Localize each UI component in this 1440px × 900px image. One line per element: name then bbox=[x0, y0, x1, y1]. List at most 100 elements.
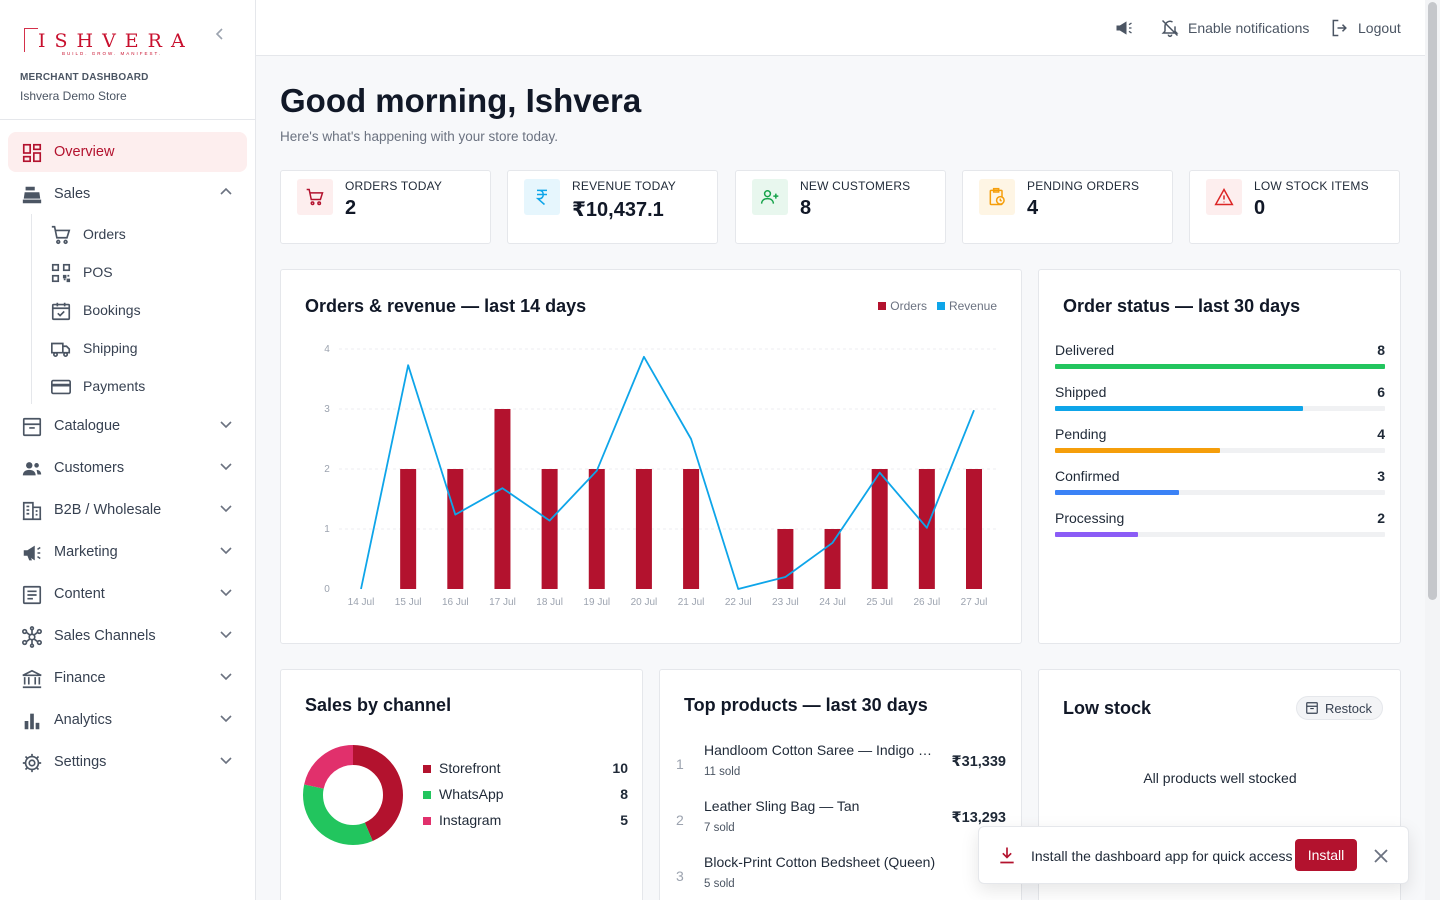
sidebar-item-label: Sales Channels bbox=[54, 628, 156, 644]
close-icon[interactable] bbox=[1371, 846, 1391, 866]
sidebar-item-finance[interactable]: Finance bbox=[8, 658, 247, 698]
dashboard-icon bbox=[22, 143, 42, 163]
sidebar-item-shipping[interactable]: Shipping bbox=[48, 332, 247, 366]
sidebar-item-content[interactable]: Content bbox=[8, 574, 247, 614]
status-row-confirmed[interactable]: Confirmed 3 bbox=[1055, 468, 1385, 508]
channel-row-whatsapp[interactable]: WhatsApp 8 bbox=[423, 786, 628, 808]
top-product-row[interactable]: 1 Handloom Cotton Saree — Indigo We… 11 so… bbox=[676, 742, 1006, 792]
cart-icon bbox=[306, 188, 324, 206]
chart-gridlines bbox=[339, 348, 997, 530]
stat-card-revenue-today[interactable]: REVENUE TODAY ₹10,437.1 bbox=[507, 170, 718, 244]
orders-bar[interactable] bbox=[683, 469, 700, 589]
stat-card-pending-orders[interactable]: PENDING ORDERS 4 bbox=[962, 170, 1173, 244]
status-count: 6 bbox=[1377, 384, 1385, 400]
donut-slice-instagram[interactable] bbox=[303, 745, 403, 845]
sidebar-item-analytics[interactable]: Analytics bbox=[8, 700, 247, 740]
orders-bar[interactable] bbox=[588, 469, 605, 589]
sidebar-item-settings[interactable]: Settings bbox=[8, 742, 247, 782]
sidebar-item-bookings[interactable]: Bookings bbox=[48, 294, 247, 328]
channel-row-storefront[interactable]: Storefront 10 bbox=[423, 760, 628, 782]
brand-logo[interactable]: ISHVERA BUILD. GROW. MANIFEST. bbox=[20, 26, 185, 60]
orders-bar[interactable] bbox=[777, 529, 794, 589]
sidebar-item-overview[interactable]: Overview bbox=[8, 132, 247, 172]
revenue-line[interactable] bbox=[360, 355, 975, 590]
enable-notifications-button[interactable]: Enable notifications bbox=[1160, 16, 1309, 40]
stat-label: REVENUE TODAY bbox=[572, 179, 676, 193]
channel-donut-chart bbox=[303, 745, 403, 845]
top-products-card: Top products — last 30 days 1 Handloom Co… bbox=[659, 669, 1022, 900]
orders-bar[interactable] bbox=[635, 469, 652, 589]
legend-swatch bbox=[936, 302, 945, 310]
x-tick-label: 25 Jul bbox=[866, 597, 893, 608]
channel-row-instagram[interactable]: Instagram 5 bbox=[423, 812, 628, 834]
status-row-shipped[interactable]: Shipped 6 bbox=[1055, 384, 1385, 424]
stat-card-new-customers[interactable]: NEW CUSTOMERS 8 bbox=[735, 170, 946, 244]
stat-label: NEW CUSTOMERS bbox=[800, 179, 911, 193]
orders-bar[interactable] bbox=[400, 469, 417, 589]
low-stock-empty-message: All products well stocked bbox=[1143, 770, 1297, 786]
orders-bar[interactable] bbox=[871, 469, 888, 589]
sidebar-item-label: Settings bbox=[54, 754, 107, 770]
building-icon bbox=[22, 501, 42, 521]
collapse-sidebar-button[interactable] bbox=[210, 24, 230, 44]
sidebar-item-payments[interactable]: Payments bbox=[48, 370, 247, 404]
stat-card-orders-today[interactable]: ORDERS TODAY 2 bbox=[280, 170, 491, 244]
x-tick-label: 21 Jul bbox=[678, 597, 705, 608]
chart-title: Orders & revenue — last 14 days bbox=[305, 296, 587, 316]
sidebar-item-customers[interactable]: Customers bbox=[8, 448, 247, 488]
legend-item-revenue[interactable]: Revenue bbox=[936, 299, 997, 313]
donut-slice-whatsapp[interactable] bbox=[303, 745, 403, 845]
announcements-button[interactable] bbox=[1114, 16, 1142, 40]
page-scrollbar[interactable] bbox=[1425, 0, 1440, 900]
status-row-processing[interactable]: Processing 2 bbox=[1055, 510, 1385, 550]
chart-legend: Orders Revenue bbox=[868, 299, 997, 313]
sidebar-item-sales[interactable]: Sales bbox=[8, 174, 247, 214]
warning-icon bbox=[1214, 187, 1234, 206]
install-button[interactable]: Install bbox=[1295, 839, 1357, 871]
credit-card-icon bbox=[51, 379, 71, 395]
x-tick-label: 26 Jul bbox=[914, 597, 941, 608]
top-product-row[interactable]: 2 Leather Sling Bag — Tan 7 sold ₹13,293 bbox=[676, 798, 1006, 848]
stat-card-low-stock-items[interactable]: LOW STOCK ITEMS 0 bbox=[1189, 170, 1400, 244]
status-bar-track bbox=[1055, 406, 1385, 411]
orders-bar[interactable] bbox=[447, 469, 464, 589]
scrollbar-thumb[interactable] bbox=[1428, 2, 1437, 600]
merchant-dashboard-label: MERCHANT DASHBOARD bbox=[20, 72, 149, 83]
orders-bar[interactable] bbox=[966, 469, 982, 589]
restock-button[interactable]: Restock bbox=[1296, 696, 1383, 720]
product-rank: 1 bbox=[676, 756, 684, 772]
megaphone-icon bbox=[1116, 21, 1132, 35]
stat-label: ORDERS TODAY bbox=[345, 179, 443, 193]
chevron-down-icon bbox=[220, 757, 232, 765]
top-product-row[interactable]: 3 Block-Print Cotton Bedsheet (Queen) 5 so… bbox=[676, 854, 1006, 900]
legend-item-orders[interactable]: Orders bbox=[878, 299, 927, 313]
cart-icon bbox=[51, 225, 71, 245]
orders-bar[interactable] bbox=[918, 469, 935, 589]
sidebar-item-catalogue[interactable]: Catalogue bbox=[8, 406, 247, 446]
product-name: Block-Print Cotton Bedsheet (Queen) bbox=[704, 854, 936, 870]
status-bar-fill bbox=[1055, 532, 1138, 537]
chevron-down-icon bbox=[220, 631, 232, 639]
status-name: Pending bbox=[1055, 426, 1107, 442]
calendar-check-icon bbox=[51, 302, 71, 321]
sidebar-item-pos[interactable]: POS bbox=[48, 256, 247, 290]
sidebar-item-sales-channels[interactable]: Sales Channels bbox=[8, 616, 247, 656]
status-row-delivered[interactable]: Delivered 8 bbox=[1055, 342, 1385, 382]
status-bar-fill bbox=[1055, 406, 1303, 411]
orders-bar[interactable] bbox=[824, 529, 841, 589]
product-rank: 2 bbox=[676, 812, 684, 828]
sidebar-item-orders[interactable]: Orders bbox=[48, 218, 247, 252]
status-row-pending[interactable]: Pending 4 bbox=[1055, 426, 1385, 466]
gear-icon bbox=[22, 753, 42, 773]
product-revenue: ₹31,339 bbox=[951, 754, 1006, 770]
orders-bar[interactable] bbox=[494, 409, 511, 589]
orders-bar[interactable] bbox=[541, 469, 558, 589]
status-bar-track bbox=[1055, 532, 1385, 537]
logout-button[interactable]: Logout bbox=[1330, 16, 1401, 40]
page-title: Good morning, Ishvera bbox=[280, 82, 642, 119]
channel-name: WhatsApp bbox=[439, 786, 504, 802]
logo-tagline: BUILD. GROW. MANIFEST. bbox=[62, 51, 163, 56]
sidebar-item-b2b-wholesale[interactable]: B2B / Wholesale bbox=[8, 490, 247, 530]
sidebar-item-marketing[interactable]: Marketing bbox=[8, 532, 247, 572]
status-count: 2 bbox=[1377, 510, 1385, 526]
